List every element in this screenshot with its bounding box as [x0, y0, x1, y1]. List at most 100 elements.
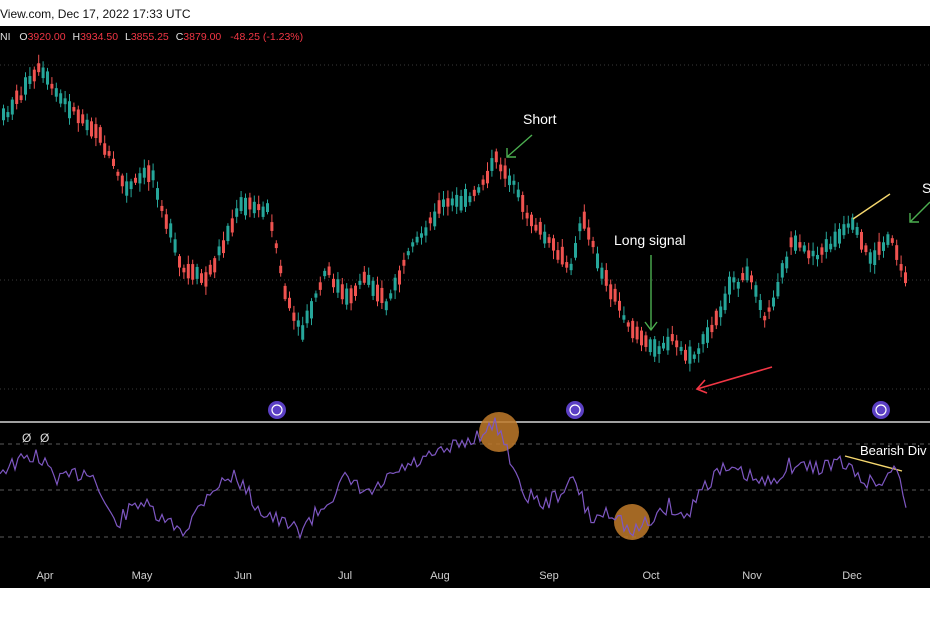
overbought-circle: [479, 412, 519, 452]
candle-body: [24, 77, 27, 95]
x-tick-label: Jun: [234, 570, 252, 582]
candle-body: [904, 272, 907, 284]
candle-body: [266, 203, 269, 213]
candle-body: [622, 315, 626, 320]
candle-body: [147, 165, 151, 183]
candle-body: [15, 90, 19, 104]
candle-body: [719, 306, 723, 318]
candle-body: [235, 208, 239, 217]
ohlc-l-value: 3855.25: [130, 31, 169, 43]
candle-body: [459, 195, 463, 211]
candle-body: [802, 245, 806, 252]
candle-body: [173, 239, 177, 253]
candle-body: [244, 197, 247, 216]
candle-body: [692, 354, 696, 359]
candle-body: [745, 266, 749, 281]
candle-body: [103, 143, 107, 155]
candle-body: [864, 245, 868, 253]
low-arrow-head: [695, 379, 708, 394]
candle-body: [895, 245, 899, 260]
candle-body: [560, 246, 564, 265]
candle-body: [618, 300, 621, 311]
candle-body: [758, 300, 762, 311]
candle-body: [46, 71, 49, 85]
candle-body: [450, 198, 454, 206]
candle-body: [736, 281, 740, 289]
candle-body: [516, 189, 520, 198]
candle-body: [424, 227, 428, 236]
candle-body: [345, 288, 349, 305]
header-source-text: View.com, Dec 17, 2022 17:33 UTC: [0, 7, 191, 21]
candle-body: [336, 279, 340, 293]
candle-body: [195, 266, 199, 279]
candle-body: [565, 262, 569, 268]
candle-body: [657, 346, 661, 355]
candle-body: [886, 234, 890, 245]
candle-body: [76, 109, 80, 124]
candle-body: [340, 284, 344, 300]
candle-body: [402, 259, 406, 266]
candle-body: [662, 342, 665, 349]
candle-body: [816, 254, 819, 260]
candle-body: [68, 101, 71, 119]
candle-body: [314, 293, 318, 298]
candle-body: [433, 211, 437, 227]
candle-body: [301, 325, 305, 340]
candle-body: [208, 264, 212, 275]
candle-body: [701, 334, 705, 345]
x-tick-label: Dec: [842, 570, 862, 582]
ohlc-h-label: H: [72, 31, 81, 43]
x-axis: Apr May Jun Jul Aug Sep Oct Nov Dec: [36, 570, 862, 582]
candle-body: [371, 280, 375, 296]
candle-body: [613, 288, 617, 302]
candle-body: [596, 253, 599, 269]
x-tick-label: Apr: [36, 570, 53, 582]
candle-body: [292, 312, 296, 321]
candle-body: [398, 270, 401, 285]
candle-body: [635, 326, 639, 340]
candle-body: [732, 277, 736, 283]
candle-body: [798, 242, 802, 248]
candle-body: [604, 270, 608, 286]
candle-body: [468, 196, 472, 203]
candle-body: [868, 252, 872, 264]
candle-body: [270, 222, 274, 231]
candle-body: [213, 258, 217, 273]
candle-body: [525, 212, 529, 219]
candle-body: [670, 334, 674, 342]
candle-body: [217, 246, 221, 256]
x-tick-label: Aug: [430, 570, 450, 582]
candle-body: [472, 189, 476, 196]
candle-body: [538, 221, 542, 235]
candle-body: [490, 158, 494, 171]
candle-body: [446, 198, 450, 207]
candle-body: [578, 223, 582, 232]
candle-body: [776, 281, 780, 297]
candle-body: [415, 236, 419, 243]
candle-body: [494, 151, 498, 163]
candle-body: [710, 324, 714, 333]
candles-group: [2, 54, 907, 372]
candle-body: [252, 201, 256, 214]
candle-body: [882, 242, 885, 251]
candle-body: [521, 195, 525, 212]
candle-body: [574, 243, 577, 258]
candle-body: [134, 177, 137, 183]
dividend-icon[interactable]: [268, 401, 286, 419]
candle-body: [543, 231, 547, 244]
candle-body: [191, 264, 195, 280]
candle-body: [182, 267, 186, 273]
candle-body: [327, 266, 331, 276]
candle-body: [349, 288, 353, 304]
dividend-icon[interactable]: [566, 401, 584, 419]
dividend-icon[interactable]: [872, 401, 890, 419]
candle-body: [138, 173, 142, 184]
candle-body: [10, 99, 14, 115]
candle-body: [420, 233, 423, 238]
candle-body: [169, 223, 173, 238]
chart-area[interactable]: NI O3920.00 H3934.50 L3855.25 C3879.00 -…: [0, 26, 930, 588]
candle-body: [41, 67, 45, 79]
candle-body: [2, 108, 5, 121]
candle-body: [851, 217, 855, 230]
candle-body: [626, 322, 630, 327]
